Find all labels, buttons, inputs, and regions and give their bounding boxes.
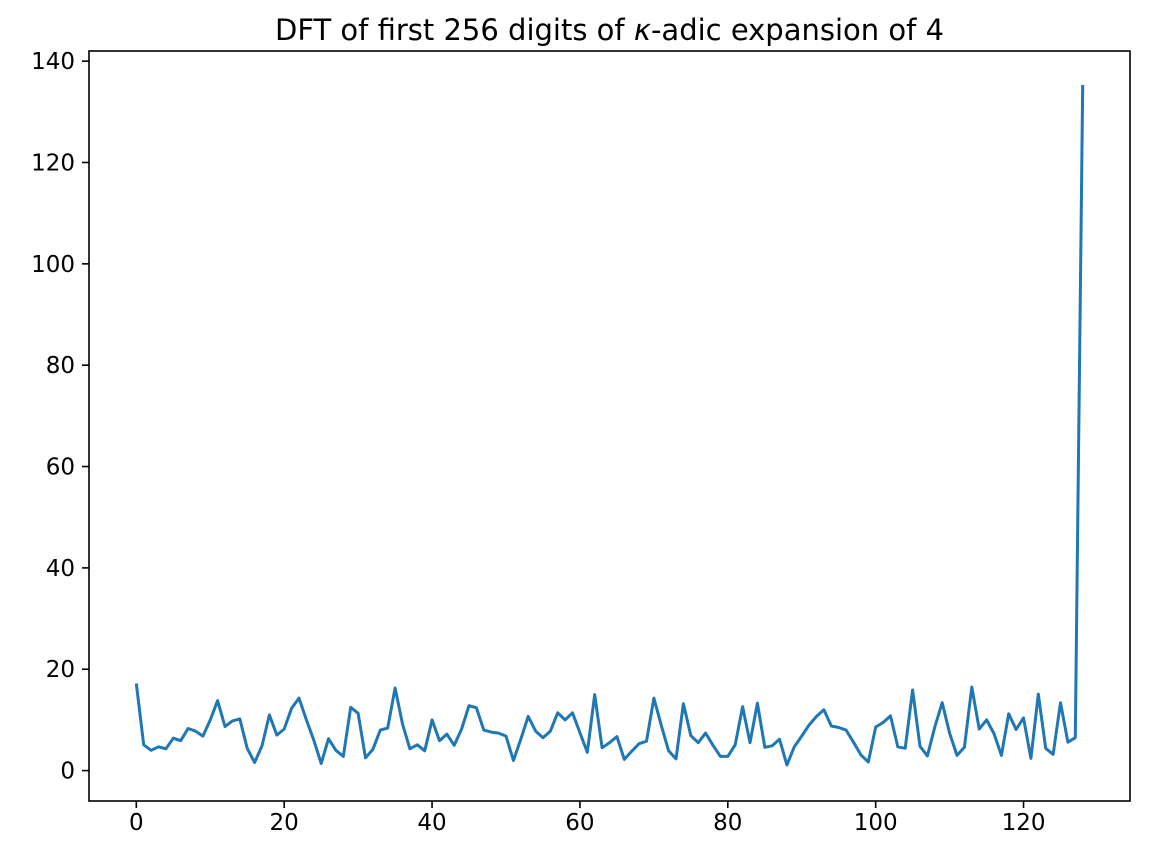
data-line — [134, 84, 1085, 767]
x-axis-tick-label: 100 — [854, 810, 898, 836]
y-axis-tick-label: 140 — [31, 49, 75, 75]
x-axis-tick-label: 40 — [417, 810, 446, 836]
x-axis-tick-label: 80 — [713, 810, 742, 836]
x-axis-tick-label: 0 — [129, 810, 144, 836]
chart-title: DFT of first 256 digits of κ-adic expans… — [89, 13, 1130, 47]
y-axis-tick-label: 80 — [46, 353, 75, 379]
title-suffix: -adic expansion of 4 — [650, 13, 944, 47]
y-axis-tick-label: 120 — [31, 150, 75, 176]
x-axis-tick-label: 20 — [270, 810, 299, 836]
y-axis-tick-label: 20 — [46, 657, 75, 683]
y-axis-tick-label: 100 — [31, 252, 75, 278]
plot-border — [88, 50, 1131, 802]
title-kappa: κ — [633, 13, 651, 47]
y-axis-tick-label: 0 — [60, 759, 75, 785]
x-axis-tick-label: 60 — [565, 810, 594, 836]
y-axis-tick-label: 40 — [46, 556, 75, 582]
x-axis-tick-label: 120 — [1002, 810, 1046, 836]
y-axis-tick-label: 60 — [46, 455, 75, 481]
title-prefix: DFT of first 256 digits of — [274, 13, 634, 47]
